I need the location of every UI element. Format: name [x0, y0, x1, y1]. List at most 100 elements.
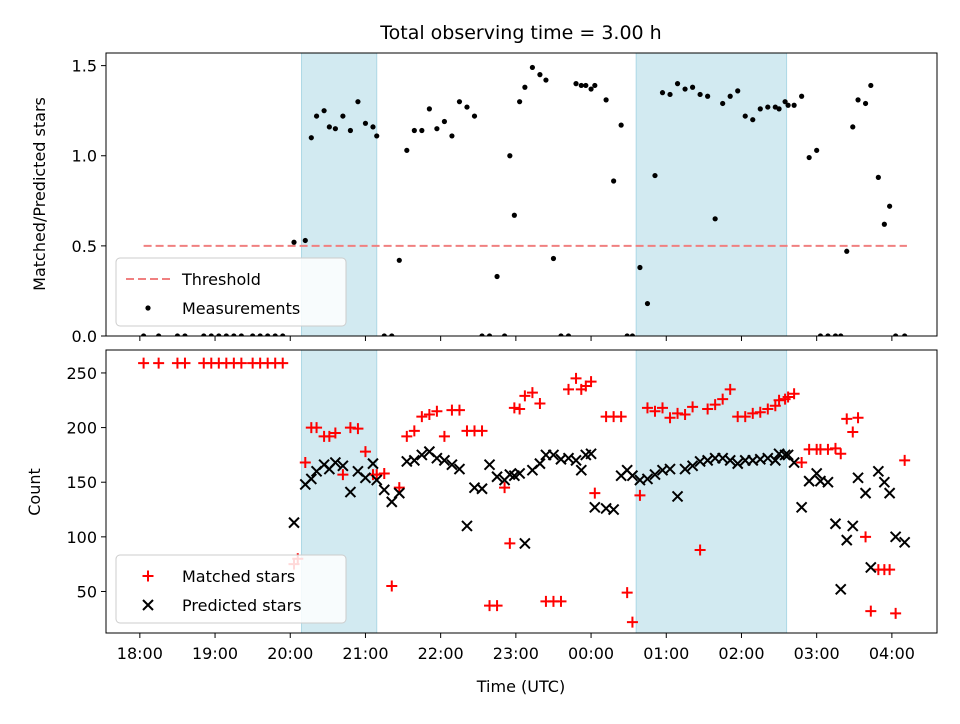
x-tick-label: 23:00 — [493, 644, 539, 663]
measurement-point — [308, 135, 314, 141]
measurement-point — [844, 248, 850, 254]
measurement-point — [208, 333, 214, 336]
matched-point — [416, 411, 428, 423]
measurement-point — [825, 333, 831, 336]
plot-area — [138, 357, 911, 628]
matched-point — [585, 376, 597, 388]
y-tick-label: 100 — [66, 528, 97, 547]
measurement-point — [659, 90, 666, 96]
matched-point — [687, 401, 699, 413]
predicted-point — [329, 456, 342, 469]
measurement-point — [507, 153, 513, 159]
predicted-point — [305, 473, 318, 485]
measurement-point — [697, 91, 703, 98]
measurement-point — [389, 333, 395, 336]
measurement-point — [265, 333, 271, 336]
measurement-point — [522, 84, 528, 90]
measurement-point — [411, 127, 417, 134]
measurement-point — [868, 82, 874, 89]
x-tick-label: 04:00 — [869, 644, 915, 663]
predicted-point — [344, 486, 357, 498]
matched-point — [235, 357, 247, 369]
matched-point — [491, 600, 503, 612]
measurement-point — [791, 102, 797, 108]
measurement-point — [370, 124, 376, 130]
predicted-point — [872, 465, 885, 477]
matched-point — [626, 616, 638, 628]
predicted-point — [724, 454, 736, 467]
measurement-point — [441, 118, 448, 125]
y-tick-label: 250 — [66, 364, 97, 383]
measurement-point — [832, 333, 839, 336]
legend-measurements-swatch — [145, 305, 151, 311]
legend-entry: Threshold — [181, 270, 261, 289]
measurement-point — [727, 93, 733, 99]
measurement-point — [735, 88, 741, 94]
measurement-point — [257, 333, 263, 336]
matched-point — [277, 357, 289, 369]
measurement-point — [712, 216, 718, 222]
matched-point — [570, 372, 582, 384]
measurement-point — [201, 333, 207, 336]
measurement-point — [705, 93, 711, 99]
measurement-point — [494, 273, 500, 280]
predicted-point — [679, 463, 691, 475]
matched-point — [514, 403, 526, 415]
measurement-point — [250, 333, 256, 336]
measurement-point — [517, 99, 523, 105]
measurement-point — [464, 104, 470, 110]
measurement-point — [592, 82, 598, 89]
matched-point — [657, 402, 669, 414]
measurement-point — [291, 239, 297, 245]
measurement-point — [479, 333, 485, 336]
measurement-point — [742, 113, 748, 119]
matched-point — [476, 425, 488, 437]
y-tick-label: 200 — [66, 419, 97, 438]
matched-point — [679, 408, 691, 420]
predicted-point — [438, 454, 451, 467]
predicted-point — [865, 561, 877, 574]
predicted-point — [889, 531, 902, 543]
predicted-point — [782, 449, 794, 461]
predicted-point — [589, 501, 601, 514]
predicted-point — [641, 473, 654, 485]
measurement-point — [806, 154, 812, 161]
matched-point — [299, 457, 311, 469]
measurement-point — [326, 124, 332, 130]
measurement-point — [850, 124, 856, 130]
predicted-point — [883, 487, 896, 499]
y-tick-label: 0.0 — [72, 327, 97, 346]
measurement-point — [223, 333, 229, 336]
measurement-point — [750, 117, 756, 123]
measurement-point — [902, 333, 908, 336]
measurement-point — [799, 93, 805, 99]
measurement-point — [578, 82, 584, 89]
measurement-point — [637, 264, 643, 271]
y-tick-label: 150 — [66, 473, 97, 492]
measurement-point — [355, 99, 361, 105]
matched-point — [344, 422, 356, 434]
measurement-point — [280, 333, 286, 336]
chart-title: Total observing time = 3.00 h — [379, 22, 661, 44]
matched-point — [709, 399, 721, 411]
measurement-point — [583, 82, 589, 89]
predicted-point — [562, 452, 575, 464]
predicted-point — [585, 448, 597, 460]
measurement-point — [588, 86, 594, 92]
matched-point — [589, 487, 601, 499]
x-axis-label: Time (UTC) — [476, 677, 565, 696]
predicted-point — [461, 520, 473, 532]
matched-point — [664, 412, 676, 424]
matched-point — [773, 394, 785, 406]
matched-point — [337, 469, 349, 481]
predicted-point — [898, 536, 911, 549]
measurement-point — [486, 333, 493, 336]
top-panel: 0.0 0.5 1.0 1.5 Threshold Measurements — [72, 52, 938, 346]
measurement-point — [765, 104, 771, 110]
x-tick-label: 00:00 — [568, 644, 614, 663]
predicted-point — [453, 463, 466, 475]
shaded-interval-2 — [635, 349, 788, 634]
measurement-point — [537, 72, 543, 78]
matched-point — [563, 383, 575, 395]
